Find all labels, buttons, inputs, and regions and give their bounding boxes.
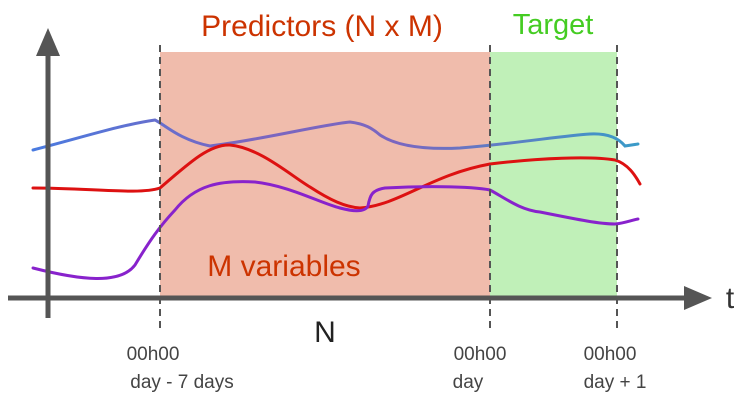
red-series-line — [31, 143, 642, 210]
tick-label-day: day - 7 days — [130, 372, 234, 393]
tick-label-time: 00h00 — [454, 344, 507, 365]
blue-series-line — [31, 118, 640, 152]
n-label: N — [314, 316, 336, 349]
tick-label-day: day — [453, 372, 484, 393]
tick-label-time: 00h00 — [127, 344, 180, 365]
m-variables-label: M variables — [207, 250, 360, 283]
purple-series-line — [31, 180, 640, 280]
x-axis-arrow-icon — [684, 286, 712, 310]
t-axis-label: t — [726, 282, 735, 315]
target-region — [490, 52, 617, 298]
predictors-region — [160, 52, 490, 298]
y-axis-arrow-icon — [36, 28, 60, 56]
target-title: Target — [513, 9, 594, 41]
tick-label-day: day + 1 — [584, 372, 647, 393]
tick-label-time: 00h00 — [584, 344, 637, 365]
predictors-title: Predictors (N x M) — [201, 10, 443, 43]
